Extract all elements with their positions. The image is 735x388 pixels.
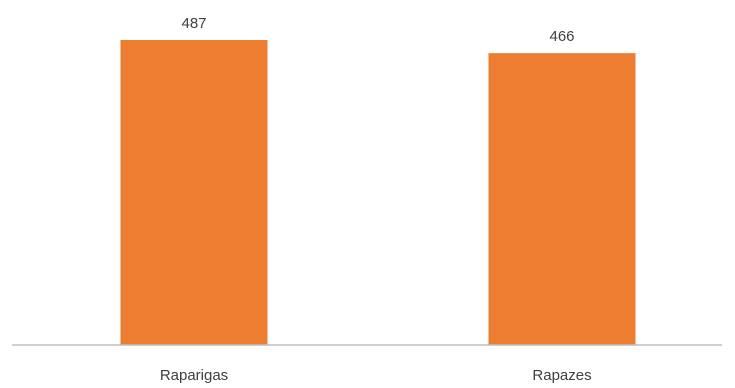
bar-0 [120,40,268,345]
category-label-0: Raparigas [160,367,228,384]
bars-group [120,40,636,346]
bar-1 [488,53,636,346]
data-label-1: 466 [549,28,574,45]
category-label-1: Rapazes [532,367,591,384]
labels-group: 487 Raparigas 466 Rapazes [160,15,592,384]
data-label-0: 487 [181,15,206,32]
